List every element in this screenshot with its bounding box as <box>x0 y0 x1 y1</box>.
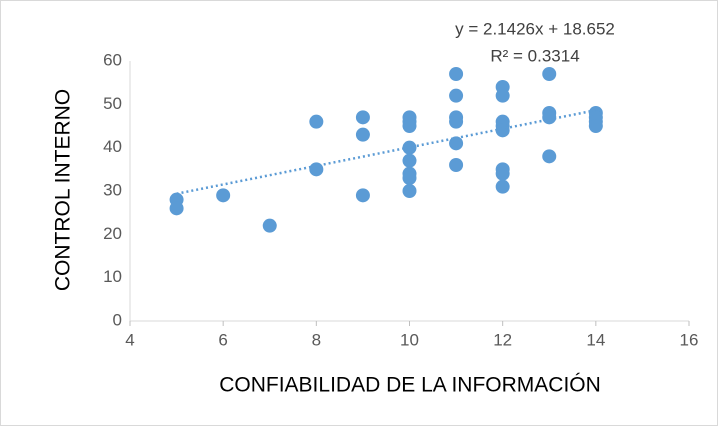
point <box>542 67 557 81</box>
point <box>449 114 464 129</box>
point <box>449 88 464 103</box>
y-axis-label: CONTROL INTERNO <box>52 89 75 291</box>
x-axis-label: CONFIABILIDAD DE LA INFORMACIÓN <box>219 374 601 397</box>
trendline-r2: R² = 0.3314 <box>490 46 579 65</box>
y-tick-label: 20 <box>103 224 122 243</box>
trendline <box>176 108 597 195</box>
point <box>309 114 324 129</box>
point <box>449 67 464 81</box>
x-tick-label: 6 <box>218 330 227 349</box>
point <box>216 188 231 203</box>
y-tick-label: 40 <box>103 137 122 156</box>
point <box>309 162 324 177</box>
point <box>495 88 510 103</box>
point <box>495 179 510 194</box>
x-tick-label: 14 <box>586 330 605 349</box>
x-tick-label: 10 <box>400 330 419 349</box>
y-tick-label: 60 <box>103 50 122 69</box>
point <box>402 171 417 185</box>
point <box>169 201 184 216</box>
point <box>355 127 370 142</box>
x-tick-label: 4 <box>125 330 134 349</box>
point <box>402 119 417 133</box>
y-tick-label: 10 <box>103 267 122 286</box>
point <box>355 188 370 203</box>
point <box>402 184 417 198</box>
x-tick-label: 8 <box>312 330 321 349</box>
y-tick-label: 30 <box>103 180 122 199</box>
point <box>588 119 603 133</box>
point <box>449 158 464 172</box>
y-tick-label: 50 <box>103 94 122 113</box>
trendline-equation: y = 2.1426x + 18.652 <box>455 19 615 38</box>
point <box>262 218 277 233</box>
point <box>355 110 370 125</box>
x-tick-label: 16 <box>680 330 699 349</box>
point <box>402 140 417 155</box>
point <box>542 149 557 164</box>
point <box>495 166 510 181</box>
point <box>402 153 417 168</box>
y-tick-label: 0 <box>113 310 122 329</box>
point <box>495 123 510 138</box>
x-tick-label: 12 <box>493 330 512 349</box>
